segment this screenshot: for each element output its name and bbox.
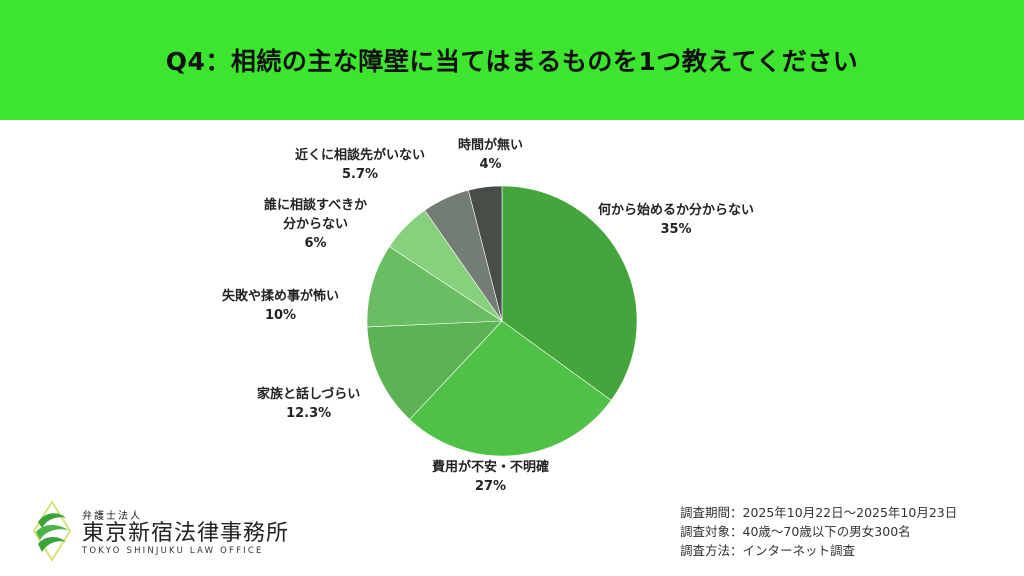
label-slice-family: 家族と話しづらい 12.3% bbox=[257, 385, 360, 423]
label-slice-start-unknown: 何から始めるか分からない 35% bbox=[598, 201, 754, 239]
title-banner: Q4：相続の主な障壁に当てはまるものを1つ教えてください bbox=[0, 0, 1024, 120]
label-slice-cost: 費用が不安・不明確 27% bbox=[432, 458, 549, 496]
pie-slice bbox=[366, 246, 503, 328]
slice-label-value: 35% bbox=[660, 222, 692, 237]
slice-label-text-line2: 分からない bbox=[283, 217, 349, 232]
slice-label-text: 失敗や揉め事が怖い bbox=[222, 289, 340, 304]
label-slice-no-nearby: 近くに相談先がいない 5.7% bbox=[295, 146, 425, 184]
pie-slice bbox=[501, 185, 638, 401]
slice-label-value: 5.7% bbox=[341, 167, 379, 182]
slice-label-text: 誰に相談すべきか bbox=[264, 198, 368, 213]
slice-label-value: 6% bbox=[304, 236, 327, 251]
pie-slice bbox=[468, 185, 503, 322]
survey-target: 調査対象：40歳〜70歳以下の男女300名 bbox=[680, 524, 911, 539]
leaf-emblem-icon bbox=[32, 500, 72, 562]
slice-label-value: 10% bbox=[264, 308, 297, 323]
slice-label-value: 12.3% bbox=[286, 406, 332, 421]
slice-label-text: 時間が無い bbox=[458, 138, 524, 153]
slice-label-value: 4% bbox=[479, 157, 502, 172]
survey-period: 調査期間：2025年10月22日〜2025年10月23日 bbox=[680, 505, 958, 520]
pie-slice bbox=[366, 320, 503, 420]
slice-label-value: 27% bbox=[474, 479, 507, 494]
law-office-logo: 弁護士法人 東京新宿法律事務所 TOKYO SHINJUKU LAW OFFIC… bbox=[30, 500, 289, 562]
logo-subtitle: 弁護士法人 bbox=[82, 510, 142, 522]
slice-label-text: 何から始めるか分からない bbox=[598, 203, 755, 218]
survey-method: 調査方法：インターネット調査 bbox=[680, 543, 856, 558]
label-slice-fear: 失敗や揉め事が怖い 10% bbox=[222, 287, 339, 325]
slice-label-text: 家族と話しづらい bbox=[257, 387, 361, 402]
label-slice-no-time: 時間が無い 4% bbox=[458, 136, 523, 174]
slice-label-text: 近くに相談先がいない bbox=[295, 148, 426, 163]
logo-name: 東京新宿法律事務所 bbox=[82, 520, 290, 546]
pie-slice bbox=[409, 320, 612, 457]
survey-info: 調査期間：2025年10月22日〜2025年10月23日 調査対象：40歳〜70… bbox=[680, 503, 957, 560]
chart-title: Q4：相続の主な障壁に当てはまるものを1つ教えてください bbox=[165, 47, 859, 76]
slice-label-text: 費用が不安・不明確 bbox=[432, 460, 550, 475]
logo-english: TOKYO SHINJUKU LAW OFFICE bbox=[82, 545, 264, 556]
label-slice-who-to-consult: 誰に相談すべきか 分からない 6% bbox=[264, 196, 367, 253]
